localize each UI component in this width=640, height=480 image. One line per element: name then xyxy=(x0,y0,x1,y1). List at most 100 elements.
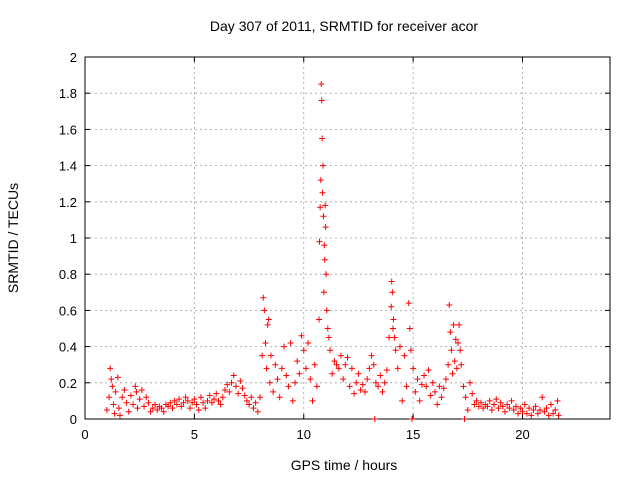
data-point xyxy=(469,390,476,397)
data-point xyxy=(276,394,283,401)
data-point xyxy=(321,256,328,263)
data-point xyxy=(197,394,204,401)
x-tick-label: 5 xyxy=(191,427,198,442)
data-point xyxy=(372,379,379,386)
data-point xyxy=(348,365,355,372)
data-point xyxy=(371,416,378,422)
x-tick-label: 15 xyxy=(406,427,420,442)
data-point xyxy=(403,383,410,390)
data-point xyxy=(228,379,235,386)
data-point xyxy=(252,399,259,406)
data-point xyxy=(147,408,154,415)
data-point xyxy=(427,392,434,399)
data-point xyxy=(208,399,215,406)
data-point xyxy=(169,405,176,412)
grid-lines xyxy=(85,57,610,419)
data-point xyxy=(182,394,189,401)
data-point xyxy=(506,405,513,412)
data-point xyxy=(160,408,167,415)
data-point xyxy=(526,405,533,412)
data-point xyxy=(491,401,498,408)
data-point xyxy=(215,397,222,404)
y-tick-label: 0.6 xyxy=(59,303,77,318)
data-point xyxy=(309,397,316,404)
data-point xyxy=(254,408,261,415)
data-point xyxy=(475,403,482,410)
data-point xyxy=(272,361,279,368)
data-point xyxy=(219,394,226,401)
data-point xyxy=(143,394,150,401)
data-point xyxy=(493,396,500,403)
x-tick-label: 20 xyxy=(515,427,529,442)
data-points xyxy=(103,81,562,422)
data-point xyxy=(512,403,519,410)
data-point xyxy=(425,367,432,374)
data-point xyxy=(528,412,535,419)
data-point xyxy=(287,339,294,346)
data-point xyxy=(473,397,480,404)
data-point xyxy=(132,383,139,390)
data-point xyxy=(327,347,333,354)
data-point xyxy=(486,397,493,404)
data-point xyxy=(432,388,438,395)
data-point xyxy=(202,405,209,412)
data-point xyxy=(141,403,148,410)
y-tick-label: 0 xyxy=(70,412,77,427)
data-point xyxy=(110,401,117,408)
data-point xyxy=(446,301,453,308)
data-point xyxy=(335,365,342,372)
data-point xyxy=(550,410,557,417)
data-point xyxy=(112,388,119,395)
data-point xyxy=(123,399,130,406)
data-point xyxy=(460,383,467,390)
data-point xyxy=(448,347,455,354)
data-point xyxy=(213,390,220,397)
data-point xyxy=(262,339,269,346)
data-point xyxy=(391,334,398,341)
data-point xyxy=(324,325,331,332)
data-point xyxy=(447,329,454,336)
data-point xyxy=(416,397,423,404)
data-point xyxy=(320,162,326,169)
data-point xyxy=(488,406,495,413)
x-tick-labels: 0 5 10 15 20 xyxy=(81,427,529,442)
data-point xyxy=(390,325,396,332)
data-point xyxy=(539,394,546,401)
y-tick-label: 1.2 xyxy=(59,195,77,210)
data-point xyxy=(405,300,412,307)
data-point xyxy=(127,392,134,399)
y-axis-title: SRMTID / TECUs xyxy=(5,183,21,293)
data-point xyxy=(342,361,349,368)
data-point xyxy=(357,387,364,394)
data-point xyxy=(226,388,233,395)
data-point xyxy=(375,383,382,390)
data-point xyxy=(423,383,430,390)
data-point xyxy=(136,396,143,403)
data-point xyxy=(317,204,324,211)
data-point xyxy=(368,352,375,359)
data-point xyxy=(230,372,237,379)
data-point xyxy=(109,383,116,390)
data-point xyxy=(353,379,360,386)
data-point xyxy=(394,365,401,372)
data-point xyxy=(193,401,200,408)
data-point xyxy=(158,405,165,412)
data-point xyxy=(316,316,323,323)
data-point xyxy=(206,392,213,399)
data-point xyxy=(176,396,183,403)
data-point xyxy=(184,397,191,404)
data-point xyxy=(504,401,511,408)
data-point xyxy=(346,383,353,390)
data-point xyxy=(285,383,292,390)
data-point xyxy=(386,334,393,341)
data-point xyxy=(388,303,395,310)
data-point xyxy=(311,361,318,368)
x-axis-title: GPS time / hours xyxy=(291,457,398,473)
data-point xyxy=(173,401,180,408)
data-point xyxy=(313,383,320,390)
data-point xyxy=(178,403,185,410)
data-point xyxy=(138,387,145,394)
data-point xyxy=(239,385,246,392)
data-point xyxy=(171,397,178,404)
data-point xyxy=(250,405,257,412)
